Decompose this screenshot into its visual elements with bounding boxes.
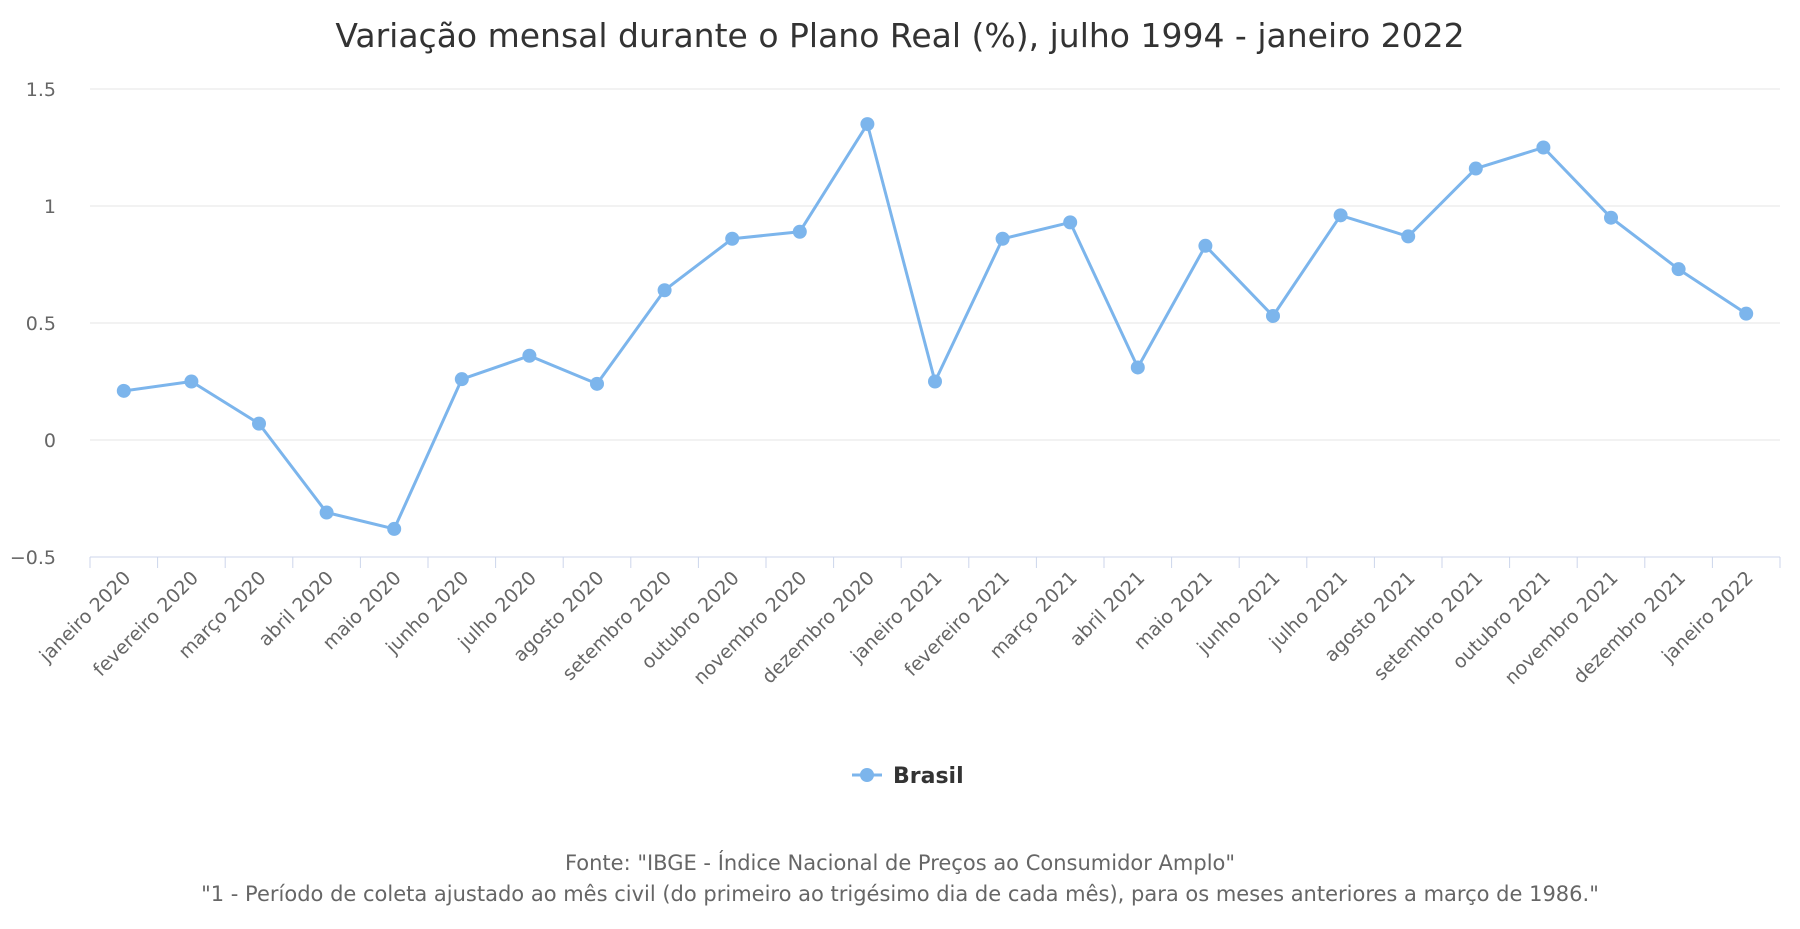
data-point bbox=[1739, 306, 1754, 321]
x-tick-label: dezembro 2020 bbox=[758, 567, 879, 688]
footnote-credit: "1 - Período de coleta ajustado ao mês c… bbox=[201, 882, 1599, 906]
data-point bbox=[1671, 262, 1686, 277]
data-point bbox=[522, 348, 537, 363]
x-tick-label: novembro 2020 bbox=[689, 567, 811, 689]
data-point bbox=[860, 117, 875, 132]
legend[interactable]: Brasil bbox=[852, 764, 964, 789]
legend-label-brasil: Brasil bbox=[893, 764, 964, 789]
data-point bbox=[1604, 210, 1618, 225]
data-point bbox=[928, 374, 942, 389]
y-tick-label: 0.5 bbox=[26, 313, 56, 335]
data-point bbox=[995, 231, 1010, 246]
data-point bbox=[590, 376, 604, 391]
y-tick-label: 1.5 bbox=[26, 79, 56, 101]
data-point bbox=[252, 416, 266, 431]
y-axis: 1.5 1 0.5 0 −0.5 bbox=[10, 79, 56, 569]
data-point bbox=[1468, 161, 1483, 176]
data-point bbox=[319, 505, 334, 520]
data-point bbox=[1063, 215, 1078, 230]
y-tick-label: 1 bbox=[44, 196, 56, 218]
chart-title: Variação mensal durante o Plano Real (%)… bbox=[335, 16, 1464, 55]
data-point bbox=[792, 224, 807, 239]
legend-series-marker bbox=[860, 768, 874, 782]
data-point bbox=[725, 231, 740, 246]
source-credit: Fonte: "IBGE - Índice Nacional de Preços… bbox=[565, 850, 1235, 875]
series-line-brasil bbox=[122, 122, 1748, 531]
data-point bbox=[387, 521, 402, 536]
data-point bbox=[454, 372, 469, 387]
data-point bbox=[1333, 208, 1348, 223]
y-tick-label: −0.5 bbox=[10, 547, 56, 569]
data-point bbox=[1198, 238, 1213, 253]
series-brasil bbox=[116, 117, 1754, 536]
y-tick-label: 0 bbox=[44, 430, 56, 452]
data-point bbox=[1266, 308, 1280, 323]
data-point bbox=[657, 283, 672, 298]
data-point bbox=[184, 374, 199, 389]
data-point bbox=[1130, 360, 1145, 375]
data-point bbox=[116, 383, 131, 398]
data-point bbox=[1536, 140, 1551, 155]
x-tick-label: dezembro 2021 bbox=[1569, 567, 1690, 688]
data-point bbox=[1401, 229, 1416, 244]
grid-lines bbox=[90, 88, 1780, 558]
x-tick-label: novembro 2021 bbox=[1500, 567, 1622, 689]
